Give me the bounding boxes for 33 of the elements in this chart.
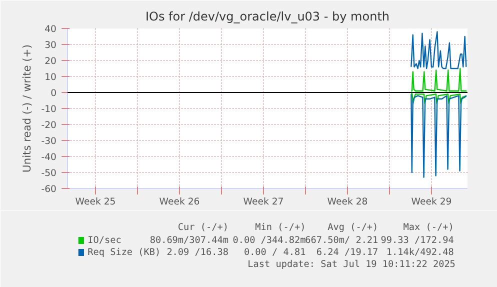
text: Cur (-/+) bbox=[178, 222, 228, 233]
chart-title: IOs for /dev/vg_oracle/lv_u03 - by month bbox=[145, 10, 390, 24]
text: 0.00 /344.82m bbox=[232, 235, 306, 246]
text: Avg (-/+) bbox=[328, 222, 378, 233]
text: 99.33 /172.94 bbox=[380, 235, 454, 246]
y-tick-label: -10 bbox=[41, 104, 57, 115]
y-tick-label: -50 bbox=[41, 168, 57, 179]
y-tick-label: 20 bbox=[44, 56, 57, 67]
y-tick-label: -40 bbox=[41, 152, 57, 163]
y-tick-label: 30 bbox=[44, 40, 57, 51]
y-tick-label: 40 bbox=[44, 24, 57, 35]
y-tick-label: 10 bbox=[44, 72, 57, 83]
y-tick-label: -60 bbox=[41, 184, 57, 195]
text: 1.14k/492.48 bbox=[386, 247, 454, 258]
text: 80.69m/307.44m bbox=[150, 235, 229, 246]
text: 0.00 / 4.81 bbox=[244, 247, 306, 258]
y-axis-title: Units read (-) / write (+) bbox=[20, 44, 34, 172]
x-tick-label: Week 26 bbox=[159, 196, 200, 208]
legend-label: Req Size (KB) bbox=[88, 247, 161, 258]
text: 667.50m/ 2.21 bbox=[305, 235, 378, 246]
y-tick-label: -20 bbox=[41, 120, 57, 131]
x-tick-label: Week 28 bbox=[327, 196, 368, 208]
y-tick-label: -30 bbox=[41, 136, 57, 147]
text: 2.09 /16.38 bbox=[166, 247, 229, 258]
text: Min (-/+) bbox=[255, 222, 306, 233]
y-tick-label: 0 bbox=[50, 88, 57, 99]
text: Last update: Sat Jul 19 10:11:22 2025 bbox=[248, 259, 456, 270]
x-tick-label: Week 27 bbox=[243, 196, 284, 208]
text: Max (-/+) bbox=[403, 222, 454, 233]
text: 6.24 /19.17 bbox=[316, 247, 378, 258]
x-tick-label: Week 25 bbox=[75, 196, 116, 208]
legend-label: IO/sec bbox=[88, 235, 122, 246]
x-tick-label: Week 29 bbox=[411, 196, 452, 208]
